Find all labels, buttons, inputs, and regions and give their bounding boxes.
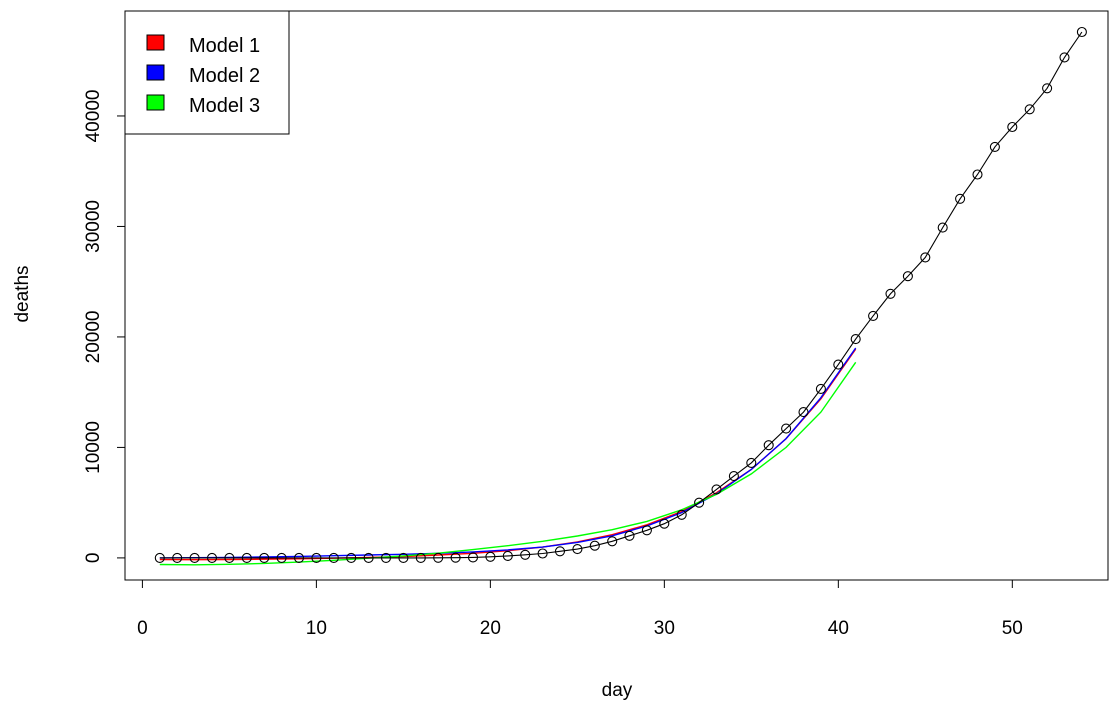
legend: Model 1 Model 2 Model 3: [124, 10, 290, 135]
observed-series: [154, 26, 1087, 563]
observed-point: [937, 222, 948, 233]
observed-point: [520, 549, 531, 560]
series-line-model-2: [159, 347, 857, 559]
x-tick-label: 0: [137, 618, 148, 639]
observed-point: [485, 551, 496, 562]
observed-point: [554, 546, 566, 557]
observed-point: [398, 552, 409, 563]
observed-point: [711, 484, 722, 495]
observed-point: [694, 497, 705, 508]
observed-point: [311, 552, 322, 563]
observed-point: [433, 552, 444, 563]
model-lines: [159, 347, 857, 566]
observed-point: [833, 359, 844, 370]
x-tick-label: 40: [828, 618, 849, 639]
observed-point: [259, 552, 270, 563]
observed-point: [589, 540, 600, 551]
observed-point: [415, 552, 426, 563]
observed-point: [189, 552, 200, 563]
y-tick-label: 0: [83, 553, 104, 564]
observed-point: [607, 536, 618, 547]
y-tick-label: 10000: [83, 421, 104, 474]
legend-swatch-model-3: [146, 94, 165, 111]
x-axis: 0 10 20 30 40 50: [137, 579, 1023, 639]
observed-point: [206, 552, 218, 563]
series-line-model-3: [159, 361, 857, 566]
observed-point: [746, 457, 757, 468]
observed-point: [450, 552, 461, 563]
legend-label-model-3: Model 3: [189, 95, 260, 117]
legend-swatch-model-2: [146, 64, 165, 81]
observed-point: [972, 169, 983, 180]
legend-swatch-model-1: [146, 34, 165, 51]
observed-point: [1007, 121, 1018, 133]
observed-point: [467, 552, 479, 563]
observed-line: [159, 31, 1083, 559]
x-tick-label: 20: [480, 618, 501, 639]
observed-point: [224, 552, 235, 563]
observed-point: [920, 252, 931, 263]
observed-point: [537, 548, 548, 559]
y-tick-label: 20000: [83, 311, 104, 364]
y-tick-label: 40000: [83, 90, 104, 143]
y-axis-label: deaths: [12, 265, 33, 322]
observed-point: [850, 334, 861, 345]
observed-point: [172, 552, 183, 563]
x-tick-label: 10: [306, 618, 327, 639]
observed-point: [955, 193, 966, 204]
observed-point: [293, 552, 305, 563]
series-line-model-1: [159, 348, 857, 561]
observed-point: [763, 440, 774, 451]
observed-point: [241, 552, 252, 563]
observed-point: [798, 407, 809, 418]
observed-point: [781, 423, 792, 434]
observed-point: [885, 288, 896, 299]
x-axis-label: day: [602, 680, 633, 701]
observed-point: [346, 552, 357, 563]
observed-point: [868, 310, 879, 321]
y-tick-label: 30000: [83, 200, 104, 253]
observed-point: [659, 518, 670, 529]
observed-point: [1059, 52, 1070, 63]
observed-point: [328, 552, 339, 563]
x-tick-label: 50: [1002, 618, 1023, 639]
legend-label-model-2: Model 2: [189, 65, 260, 87]
observed-point: [902, 271, 913, 282]
observed-point: [1042, 83, 1053, 94]
observed-point: [572, 544, 583, 555]
y-axis: 0 10000 20000 30000 40000: [83, 90, 126, 564]
observed-point: [1024, 104, 1035, 115]
x-tick-label: 30: [654, 618, 675, 639]
observed-point: [815, 383, 826, 394]
observed-point: [989, 141, 1000, 152]
observed-point: [502, 550, 513, 561]
legend-label-model-1: Model 1: [189, 35, 260, 57]
observed-point: [154, 552, 165, 563]
observed-point: [363, 552, 374, 563]
observed-point: [728, 471, 739, 482]
observed-point: [641, 525, 652, 536]
observed-point: [380, 552, 392, 563]
observed-point: [276, 552, 287, 563]
observed-point: [676, 509, 687, 520]
observed-point: [624, 530, 635, 541]
observed-point: [1076, 26, 1087, 38]
